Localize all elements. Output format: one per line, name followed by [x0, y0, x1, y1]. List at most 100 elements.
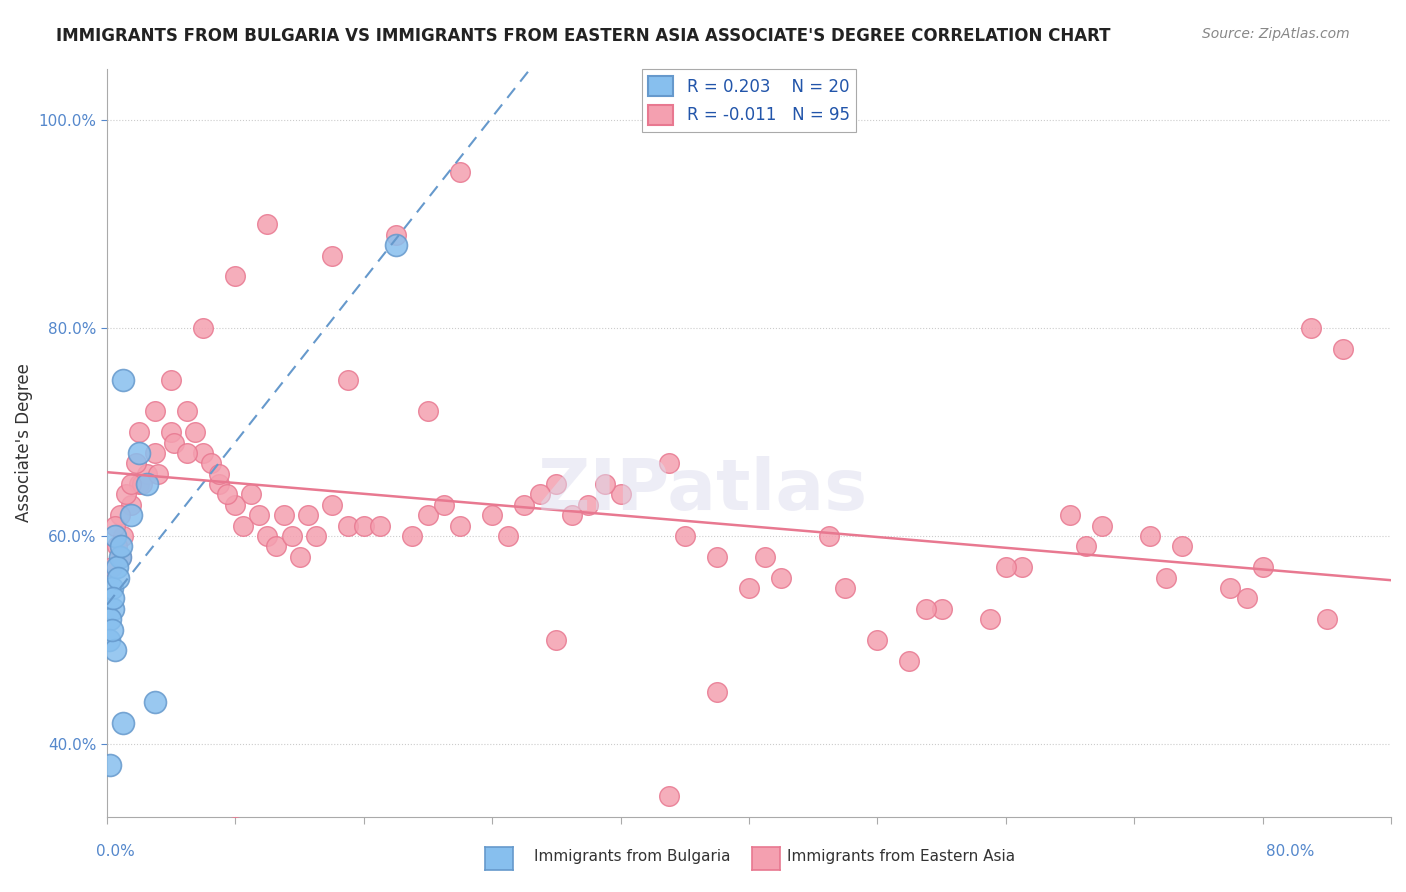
Point	[208, 477, 231, 491]
Point	[104, 518, 127, 533]
Point	[401, 529, 423, 543]
Point	[496, 529, 519, 543]
Point	[111, 529, 134, 543]
Point	[1139, 529, 1161, 543]
Point	[101, 581, 124, 595]
Text: Immigrants from Eastern Asia: Immigrants from Eastern Asia	[787, 849, 1015, 863]
Point	[97, 632, 120, 647]
Point	[193, 321, 215, 335]
Point	[1219, 581, 1241, 595]
Text: ZIPatlas: ZIPatlas	[538, 456, 868, 525]
Point	[110, 540, 132, 554]
Text: Source: ZipAtlas.com: Source: ZipAtlas.com	[1202, 27, 1350, 41]
Point	[914, 601, 936, 615]
Point	[200, 456, 222, 470]
Point	[256, 218, 278, 232]
Point	[288, 549, 311, 564]
Point	[866, 632, 889, 647]
Point	[321, 248, 343, 262]
Point	[120, 508, 142, 523]
Point	[818, 529, 841, 543]
Point	[160, 373, 183, 387]
Point	[125, 456, 148, 470]
Point	[321, 498, 343, 512]
Point	[385, 227, 408, 242]
Point	[546, 632, 568, 647]
Point	[416, 508, 439, 523]
Legend: R = 0.203    N = 20, R = -0.011   N = 95: R = 0.203 N = 20, R = -0.011 N = 95	[641, 70, 856, 132]
Point	[353, 518, 375, 533]
Point	[336, 518, 359, 533]
Point	[104, 643, 127, 657]
Point	[143, 404, 166, 418]
Point	[1059, 508, 1081, 523]
Point	[481, 508, 503, 523]
Point	[673, 529, 696, 543]
Y-axis label: Associate's Degree: Associate's Degree	[15, 363, 32, 522]
Point	[103, 591, 125, 606]
Point	[98, 757, 121, 772]
Point	[304, 529, 326, 543]
Point	[256, 529, 278, 543]
Point	[264, 540, 287, 554]
Point	[561, 508, 583, 523]
Point	[593, 477, 616, 491]
Point	[217, 487, 239, 501]
Point	[297, 508, 319, 523]
Point	[115, 487, 138, 501]
Point	[529, 487, 551, 501]
Point	[143, 446, 166, 460]
Point	[184, 425, 207, 439]
Point	[103, 601, 125, 615]
Point	[240, 487, 263, 501]
Point	[449, 165, 471, 179]
Point	[898, 654, 921, 668]
Text: Immigrants from Bulgaria: Immigrants from Bulgaria	[534, 849, 731, 863]
Point	[143, 695, 166, 709]
Point	[101, 623, 124, 637]
Point	[98, 612, 121, 626]
Point	[160, 425, 183, 439]
Point	[120, 498, 142, 512]
Text: 0.0%: 0.0%	[96, 845, 135, 859]
Point	[193, 446, 215, 460]
Point	[1074, 540, 1097, 554]
Point	[105, 560, 128, 574]
Point	[120, 477, 142, 491]
Point	[208, 467, 231, 481]
Point	[834, 581, 856, 595]
Point	[1011, 560, 1033, 574]
Point	[1299, 321, 1322, 335]
Point	[754, 549, 776, 564]
Point	[433, 498, 456, 512]
Point	[706, 685, 728, 699]
Point	[108, 508, 131, 523]
Point	[148, 467, 170, 481]
Point	[111, 373, 134, 387]
Point	[578, 498, 600, 512]
Point	[738, 581, 761, 595]
Point	[128, 446, 150, 460]
Point	[128, 477, 150, 491]
Point	[931, 601, 953, 615]
Point	[770, 571, 793, 585]
Point	[224, 269, 246, 284]
Text: 80.0%: 80.0%	[1267, 845, 1315, 859]
Point	[110, 549, 132, 564]
Point	[131, 477, 153, 491]
Point	[249, 508, 271, 523]
Point	[101, 560, 124, 574]
Point	[513, 498, 536, 512]
Point	[609, 487, 631, 501]
Point	[416, 404, 439, 418]
Point	[1316, 612, 1339, 626]
Point	[1251, 560, 1274, 574]
Point	[111, 716, 134, 731]
Point	[136, 467, 159, 481]
Point	[105, 540, 128, 554]
Point	[273, 508, 295, 523]
Text: IMMIGRANTS FROM BULGARIA VS IMMIGRANTS FROM EASTERN ASIA ASSOCIATE'S DEGREE CORR: IMMIGRANTS FROM BULGARIA VS IMMIGRANTS F…	[56, 27, 1111, 45]
Point	[1091, 518, 1114, 533]
Point	[1156, 571, 1178, 585]
Point	[368, 518, 391, 533]
